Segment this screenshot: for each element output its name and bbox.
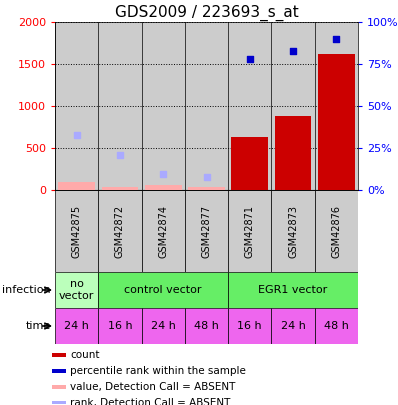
Bar xyxy=(271,308,315,344)
Bar xyxy=(275,116,312,190)
Text: 24 h: 24 h xyxy=(64,321,89,331)
Title: GDS2009 / 223693_s_at: GDS2009 / 223693_s_at xyxy=(115,4,298,21)
Bar xyxy=(98,190,142,272)
Point xyxy=(333,36,339,42)
Bar xyxy=(55,190,98,272)
Text: 16 h: 16 h xyxy=(238,321,262,331)
Text: percentile rank within the sample: percentile rank within the sample xyxy=(70,366,246,376)
Text: no
vector: no vector xyxy=(59,279,94,301)
Bar xyxy=(52,385,66,389)
Point xyxy=(160,171,166,178)
Text: GSM42873: GSM42873 xyxy=(288,205,298,258)
Bar xyxy=(188,187,225,190)
Text: GSM42872: GSM42872 xyxy=(115,205,125,258)
Bar xyxy=(145,185,181,190)
Bar xyxy=(228,190,271,272)
Text: GSM42874: GSM42874 xyxy=(158,205,168,258)
Bar xyxy=(98,308,142,344)
Point xyxy=(117,151,123,158)
Text: 48 h: 48 h xyxy=(324,321,349,331)
Point xyxy=(290,48,296,55)
Bar xyxy=(142,308,185,344)
Bar xyxy=(185,190,228,272)
Bar xyxy=(315,190,358,272)
Bar xyxy=(58,181,95,190)
Text: 48 h: 48 h xyxy=(194,321,219,331)
Bar xyxy=(315,22,358,190)
Bar xyxy=(228,272,358,308)
Bar xyxy=(318,54,355,190)
Text: 24 h: 24 h xyxy=(151,321,176,331)
Bar xyxy=(315,308,358,344)
Point xyxy=(203,174,210,180)
Bar xyxy=(98,272,228,308)
Text: 24 h: 24 h xyxy=(281,321,306,331)
Bar xyxy=(142,22,185,190)
Bar xyxy=(142,190,185,272)
Point xyxy=(247,56,253,63)
Text: GSM42871: GSM42871 xyxy=(245,205,255,258)
Bar xyxy=(52,369,66,373)
Bar xyxy=(98,22,142,190)
Point xyxy=(74,131,80,138)
Text: EGR1 vector: EGR1 vector xyxy=(258,285,328,295)
Text: rank, Detection Call = ABSENT: rank, Detection Call = ABSENT xyxy=(70,398,230,405)
Text: count: count xyxy=(70,350,100,360)
Bar xyxy=(55,22,98,190)
Text: value, Detection Call = ABSENT: value, Detection Call = ABSENT xyxy=(70,382,236,392)
Text: 16 h: 16 h xyxy=(107,321,132,331)
Bar xyxy=(271,190,315,272)
Text: GSM42877: GSM42877 xyxy=(201,205,211,258)
Bar xyxy=(228,22,271,190)
Text: control vector: control vector xyxy=(125,285,202,295)
Bar xyxy=(52,401,66,405)
Bar xyxy=(55,308,98,344)
Bar xyxy=(52,354,66,357)
Text: GSM42875: GSM42875 xyxy=(72,205,82,258)
Text: time: time xyxy=(26,321,51,331)
Text: GSM42876: GSM42876 xyxy=(332,205,341,258)
Text: infection: infection xyxy=(2,285,51,295)
Bar xyxy=(185,308,228,344)
Bar xyxy=(231,136,268,190)
Bar xyxy=(101,187,139,190)
Bar xyxy=(271,22,315,190)
Bar xyxy=(55,272,98,308)
Bar xyxy=(228,308,271,344)
Bar xyxy=(185,22,228,190)
